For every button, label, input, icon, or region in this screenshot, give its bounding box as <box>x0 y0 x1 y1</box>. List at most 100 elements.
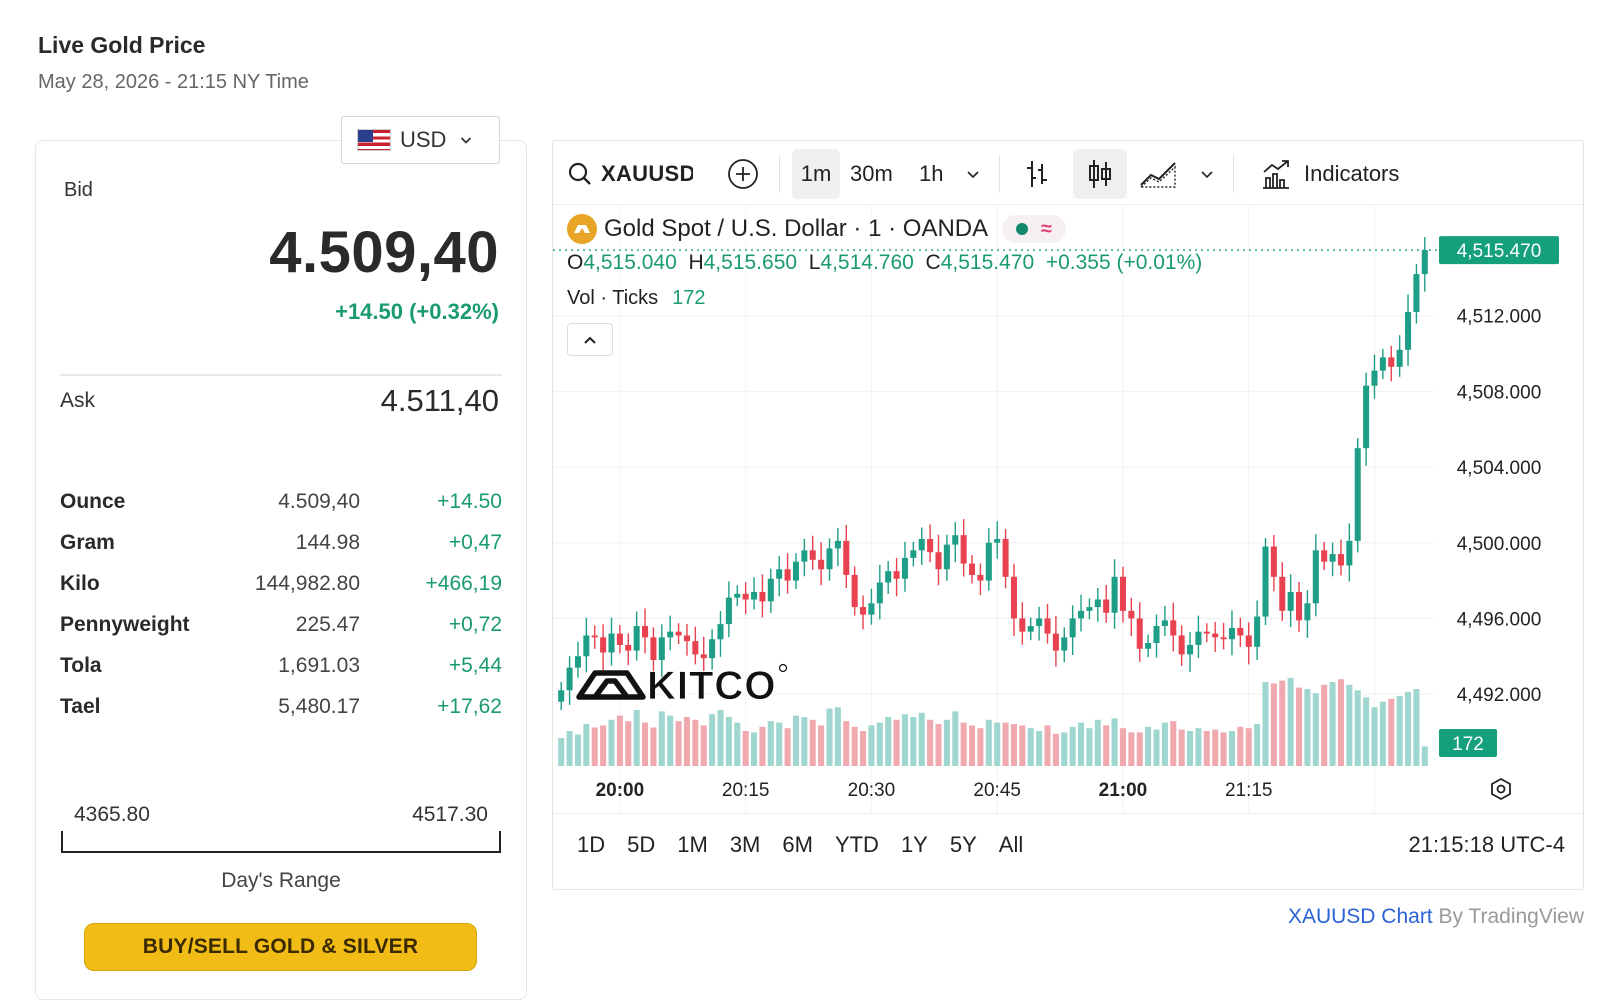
candle-body <box>725 597 732 625</box>
range-3m-button[interactable]: 3M <box>729 832 761 857</box>
volume-bar <box>885 717 892 766</box>
volume-bar <box>591 727 598 766</box>
volume-bar <box>692 719 699 766</box>
volume-bar <box>1321 684 1328 766</box>
candle-body <box>885 571 892 583</box>
currency-select[interactable]: USD <box>341 116 500 164</box>
interval-1m[interactable]: 1m <box>792 149 840 199</box>
chevron-down-icon <box>967 171 979 179</box>
candle-body <box>558 690 565 702</box>
indicators-icon <box>1263 160 1289 189</box>
interval-dropdown[interactable] <box>965 149 981 199</box>
volume-bar <box>985 719 992 766</box>
volume-bar <box>1069 726 1076 766</box>
range-5d-button[interactable]: 5D <box>627 832 656 857</box>
candle-body <box>1027 626 1034 632</box>
open-value: 4,515.040 <box>583 251 677 274</box>
volume-bar <box>566 731 573 766</box>
volume-bar <box>650 727 657 766</box>
candle-body <box>935 552 942 570</box>
candle-body <box>1069 618 1076 638</box>
high-value: 4,515.650 <box>703 251 798 274</box>
candle-body <box>1161 620 1168 626</box>
indicators-button[interactable]: Indicators <box>1260 149 1399 199</box>
unit-price: 144,982.80 <box>254 571 360 595</box>
volume-bar <box>792 715 799 766</box>
unit-row: Kilo 144,982.80 +466,19 <box>60 563 502 604</box>
candle-body <box>1111 576 1118 613</box>
volume-bar <box>558 738 565 766</box>
unit-price: 1,691.03 <box>278 653 360 677</box>
candle-body <box>1262 546 1269 617</box>
volume-bar <box>742 731 749 766</box>
candle-body <box>1312 550 1319 604</box>
interval-30m[interactable]: 30m <box>850 161 893 186</box>
candle-body <box>1354 448 1361 541</box>
interval-1h[interactable]: 1h <box>919 161 944 186</box>
range-all-button[interactable]: All <box>998 832 1024 857</box>
x-axis-label: 20:45 <box>973 780 1021 801</box>
page-timestamp: May 28, 2026 - 21:15 NY Time <box>38 71 309 93</box>
candle-body <box>1254 616 1261 647</box>
volume-bar <box>834 707 841 766</box>
chart-type-dropdown[interactable] <box>1199 149 1215 199</box>
candles-style-button[interactable] <box>1073 149 1127 199</box>
gold-coin-icon <box>567 214 597 244</box>
volume-bar <box>1036 731 1043 766</box>
candle-body <box>1094 599 1101 608</box>
us-flag-icon <box>357 129 391 151</box>
indicators-label: Indicators <box>1304 161 1400 186</box>
low-value: 4,514.760 <box>820 251 914 274</box>
candle-body <box>675 631 682 636</box>
unit-table: Ounce 4.509,40 +14.50 Gram 144.98 +0,47 … <box>60 481 502 727</box>
bar-style-button[interactable] <box>1023 149 1051 199</box>
candle-body <box>994 538 1001 543</box>
legend-collapse-button[interactable] <box>567 323 613 356</box>
toolbar-divider <box>779 155 780 193</box>
volume-bar <box>935 724 942 766</box>
volume-bar <box>776 722 783 766</box>
volume-value: 172 <box>672 287 706 309</box>
toolbar-divider <box>999 155 1000 193</box>
unit-row: Tael 5,480.17 +17,62 <box>60 686 502 727</box>
compare-button[interactable] <box>727 149 759 199</box>
y-axis-label: 4,504.000 <box>1457 458 1542 479</box>
area-chart-icon <box>1139 162 1176 188</box>
unit-name: Pennyweight <box>60 612 190 636</box>
volume-bar <box>1078 722 1085 766</box>
market-status-pill[interactable]: ≈ <box>1002 215 1067 243</box>
chart-settings-icon[interactable] <box>1491 777 1511 801</box>
volume-bar <box>709 714 716 766</box>
volume-bar <box>918 712 925 766</box>
volume-bar <box>1262 682 1269 766</box>
unit-change: +0,47 <box>448 530 502 554</box>
attribution-link[interactable]: XAUUSD Chart <box>1287 905 1433 928</box>
y-axis-label: 4,512.000 <box>1457 307 1542 328</box>
last-volume-label: 172 <box>1452 734 1484 755</box>
volume-bar <box>1363 697 1370 766</box>
candle-body <box>1052 633 1059 651</box>
candle-body <box>1128 610 1135 619</box>
area-style-button[interactable] <box>1139 149 1179 199</box>
volume-bar <box>1187 731 1194 766</box>
volume-bar <box>616 715 623 766</box>
volume-bar <box>633 710 640 766</box>
chart-clock[interactable]: 21:15:18 UTC-4 <box>1408 832 1565 857</box>
range-ytd-button[interactable]: YTD <box>834 832 879 857</box>
range-1d-button[interactable]: 1D <box>577 832 606 857</box>
price-chart: 4,492.000 4,496.000 4,500.000 4,504.000 4,50… <box>553 206 1559 813</box>
candle-body <box>734 593 741 598</box>
range-5y-button[interactable]: 5Y <box>949 832 977 857</box>
y-axis-label: 4,492.000 <box>1457 685 1542 706</box>
range-1y-button[interactable]: 1Y <box>900 832 928 857</box>
volume-bar <box>1237 726 1244 766</box>
range-6m-button[interactable]: 6M <box>782 832 813 857</box>
day-range-bar <box>61 831 501 853</box>
candle-body <box>1119 576 1126 611</box>
volume-bar <box>843 721 850 766</box>
candle-body <box>658 637 665 661</box>
buy-sell-button[interactable]: BUY/SELL GOLD & SILVER <box>84 923 477 971</box>
range-1m-button[interactable]: 1M <box>677 832 708 857</box>
volume-bar <box>1296 687 1303 766</box>
symbol-search[interactable]: XAUUSD <box>567 149 693 199</box>
